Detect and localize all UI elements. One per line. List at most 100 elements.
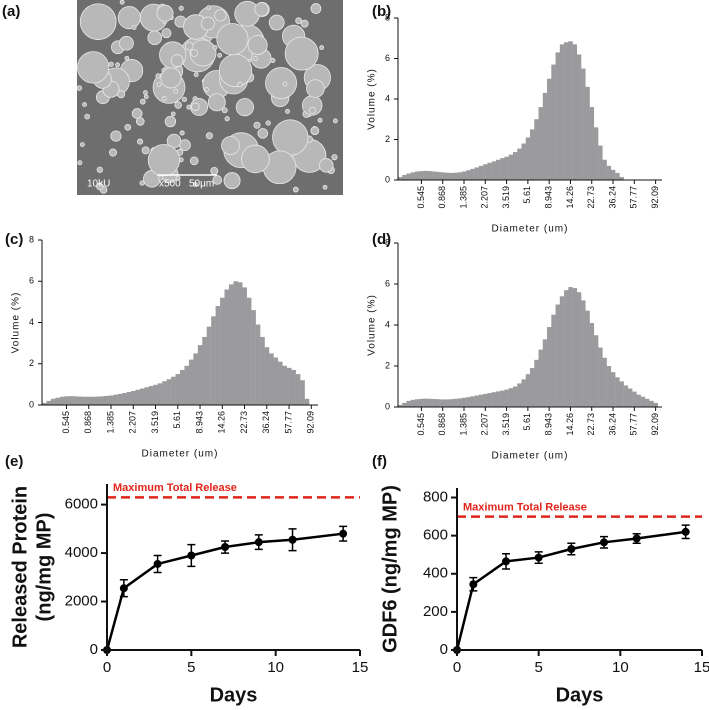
microparticle bbox=[124, 123, 132, 131]
panel-label: (f) bbox=[372, 453, 387, 470]
microparticle bbox=[254, 2, 269, 17]
microparticle bbox=[193, 72, 199, 78]
microparticle bbox=[96, 166, 103, 173]
bar bbox=[180, 369, 185, 405]
bar bbox=[440, 399, 446, 407]
microparticle bbox=[181, 96, 188, 103]
x-tick-label: 8.943 bbox=[544, 186, 554, 209]
bar bbox=[504, 156, 509, 180]
bar bbox=[277, 361, 283, 405]
bar bbox=[166, 379, 172, 405]
y-tick-label: 6000 bbox=[65, 496, 98, 513]
bar bbox=[581, 68, 586, 180]
x-tick-label: 5.61 bbox=[172, 411, 182, 429]
bar bbox=[466, 397, 471, 407]
bar bbox=[269, 353, 274, 405]
data-point bbox=[339, 529, 348, 538]
microparticle bbox=[141, 146, 150, 155]
bar bbox=[449, 399, 454, 407]
bar bbox=[564, 290, 569, 407]
microparticle bbox=[223, 172, 241, 190]
bar bbox=[90, 396, 96, 405]
microparticle bbox=[234, 0, 261, 27]
x-tick-label: 36.24 bbox=[607, 413, 617, 436]
x-tick-label: 0.868 bbox=[437, 413, 447, 436]
bar bbox=[73, 396, 78, 405]
y-tick-label: 6 bbox=[385, 53, 390, 63]
bar bbox=[606, 366, 612, 407]
x-tick-label: 1.385 bbox=[458, 186, 468, 209]
panel-label: (c) bbox=[5, 231, 23, 248]
microparticle bbox=[119, 35, 134, 51]
bar bbox=[602, 159, 607, 180]
bar bbox=[436, 171, 441, 180]
microparticle bbox=[117, 6, 141, 30]
bar bbox=[559, 44, 565, 181]
x-tick-label: 1.385 bbox=[458, 413, 468, 436]
data-point bbox=[502, 557, 510, 566]
bar bbox=[500, 158, 505, 180]
x-tick-label: 15 bbox=[352, 659, 369, 676]
data-point bbox=[288, 535, 297, 544]
microparticle bbox=[77, 51, 110, 84]
microparticle bbox=[82, 102, 87, 107]
bar bbox=[530, 368, 535, 407]
microparticle bbox=[206, 5, 212, 11]
x-tick-label: 15 bbox=[694, 659, 709, 676]
y-tick-label: 0 bbox=[440, 641, 448, 658]
microparticle bbox=[295, 17, 303, 25]
y-tick-label: 8 bbox=[29, 234, 34, 244]
microparticle bbox=[147, 30, 162, 45]
microparticle bbox=[221, 107, 228, 114]
bar bbox=[291, 369, 296, 405]
y-axis-label: Volume (%) bbox=[11, 292, 22, 354]
microparticle bbox=[173, 88, 179, 94]
bar bbox=[478, 394, 484, 407]
x-tick-label: 14.26 bbox=[565, 186, 575, 209]
x-tick-label: 0.868 bbox=[437, 186, 447, 209]
bar bbox=[585, 310, 590, 407]
bar bbox=[581, 300, 586, 407]
bar bbox=[300, 380, 305, 405]
y-tick-label: 4 bbox=[385, 319, 390, 329]
bar bbox=[415, 171, 420, 180]
bar bbox=[555, 304, 561, 407]
bar bbox=[534, 119, 539, 180]
bar bbox=[251, 310, 256, 405]
bar bbox=[598, 347, 603, 407]
data-point bbox=[600, 538, 608, 547]
microparticle bbox=[175, 175, 181, 181]
y-tick-label: 0 bbox=[385, 174, 390, 184]
microparticle bbox=[77, 160, 83, 166]
bar bbox=[453, 398, 458, 407]
x-tick-label: 3.519 bbox=[150, 411, 160, 434]
microparticle bbox=[124, 55, 130, 61]
bar bbox=[233, 281, 239, 405]
bar bbox=[593, 127, 599, 180]
bar bbox=[242, 287, 247, 405]
data-point bbox=[153, 559, 162, 568]
bar bbox=[636, 394, 641, 407]
microparticle bbox=[237, 81, 243, 88]
microparticle bbox=[212, 45, 218, 51]
microparticle bbox=[257, 128, 269, 139]
bar bbox=[491, 392, 497, 407]
bar bbox=[623, 385, 629, 407]
microparticle bbox=[241, 144, 270, 174]
data-point bbox=[187, 551, 196, 560]
x-tick-label: 2.207 bbox=[128, 411, 138, 434]
bar bbox=[512, 386, 518, 407]
x-tick-label: 8.943 bbox=[194, 411, 204, 434]
bar bbox=[517, 383, 522, 407]
bar bbox=[508, 154, 514, 180]
bar bbox=[148, 386, 154, 405]
x-tick-label: 10 bbox=[612, 659, 629, 676]
image-label: 10kU bbox=[87, 179, 110, 190]
bar bbox=[649, 400, 654, 407]
x-tick-label: 22.73 bbox=[586, 186, 596, 209]
microparticle bbox=[265, 120, 271, 126]
bar bbox=[615, 377, 620, 407]
microparticle bbox=[156, 4, 174, 22]
data-point bbox=[681, 527, 690, 536]
microparticle bbox=[235, 98, 254, 117]
